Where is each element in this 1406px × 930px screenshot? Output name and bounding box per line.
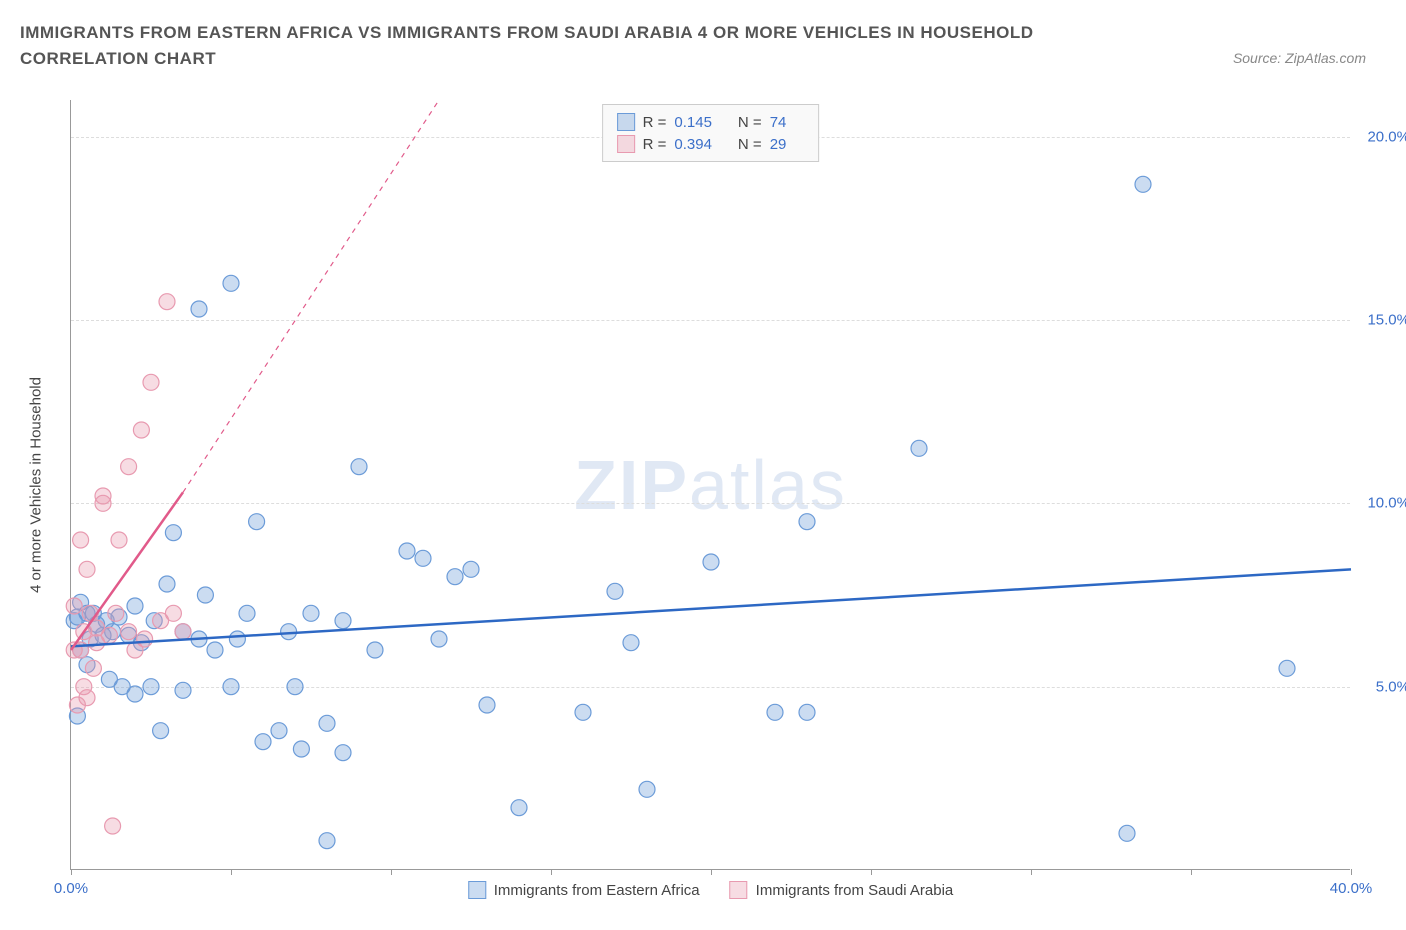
x-tick-label: 0.0% [54, 880, 88, 897]
swatch-blue [468, 881, 486, 899]
n-value-pink: 29 [770, 136, 787, 153]
series-name-blue: Immigrants from Eastern Africa [494, 882, 700, 899]
swatch-pink [730, 881, 748, 899]
r-value-blue: 0.145 [674, 114, 712, 131]
chart-container: IMMIGRANTS FROM EASTERN AFRICA VS IMMIGR… [20, 20, 1386, 910]
series-name-pink: Immigrants from Saudi Arabia [756, 882, 954, 899]
chart-title: IMMIGRANTS FROM EASTERN AFRICA VS IMMIGR… [20, 20, 1140, 71]
stats-row-pink: R = 0.394 N = 29 [617, 133, 805, 155]
y-tick-label: 20.0% [1355, 128, 1406, 145]
n-label: N = [738, 136, 762, 153]
x-tick-label: 40.0% [1330, 880, 1373, 897]
plot-area: 4 or more Vehicles in Household ZIPatlas… [70, 100, 1350, 870]
stats-legend: R = 0.145 N = 74 R = 0.394 N = 29 [602, 104, 820, 162]
r-value-pink: 0.394 [674, 136, 712, 153]
stats-row-blue: R = 0.145 N = 74 [617, 111, 805, 133]
r-label: R = [643, 136, 667, 153]
n-label: N = [738, 114, 762, 131]
series-legend: Immigrants from Eastern Africa Immigrant… [468, 881, 953, 899]
y-tick-label: 10.0% [1355, 495, 1406, 512]
legend-item-pink: Immigrants from Saudi Arabia [730, 881, 954, 899]
swatch-pink [617, 135, 635, 153]
y-tick-label: 15.0% [1355, 312, 1406, 329]
swatch-blue [617, 113, 635, 131]
y-axis-title: 4 or more Vehicles in Household [28, 377, 45, 593]
n-value-blue: 74 [770, 114, 787, 131]
r-label: R = [643, 114, 667, 131]
source-credit: Source: ZipAtlas.com [1233, 50, 1366, 66]
legend-item-blue: Immigrants from Eastern Africa [468, 881, 700, 899]
scatter-plot [71, 100, 1350, 869]
y-tick-label: 5.0% [1355, 678, 1406, 695]
